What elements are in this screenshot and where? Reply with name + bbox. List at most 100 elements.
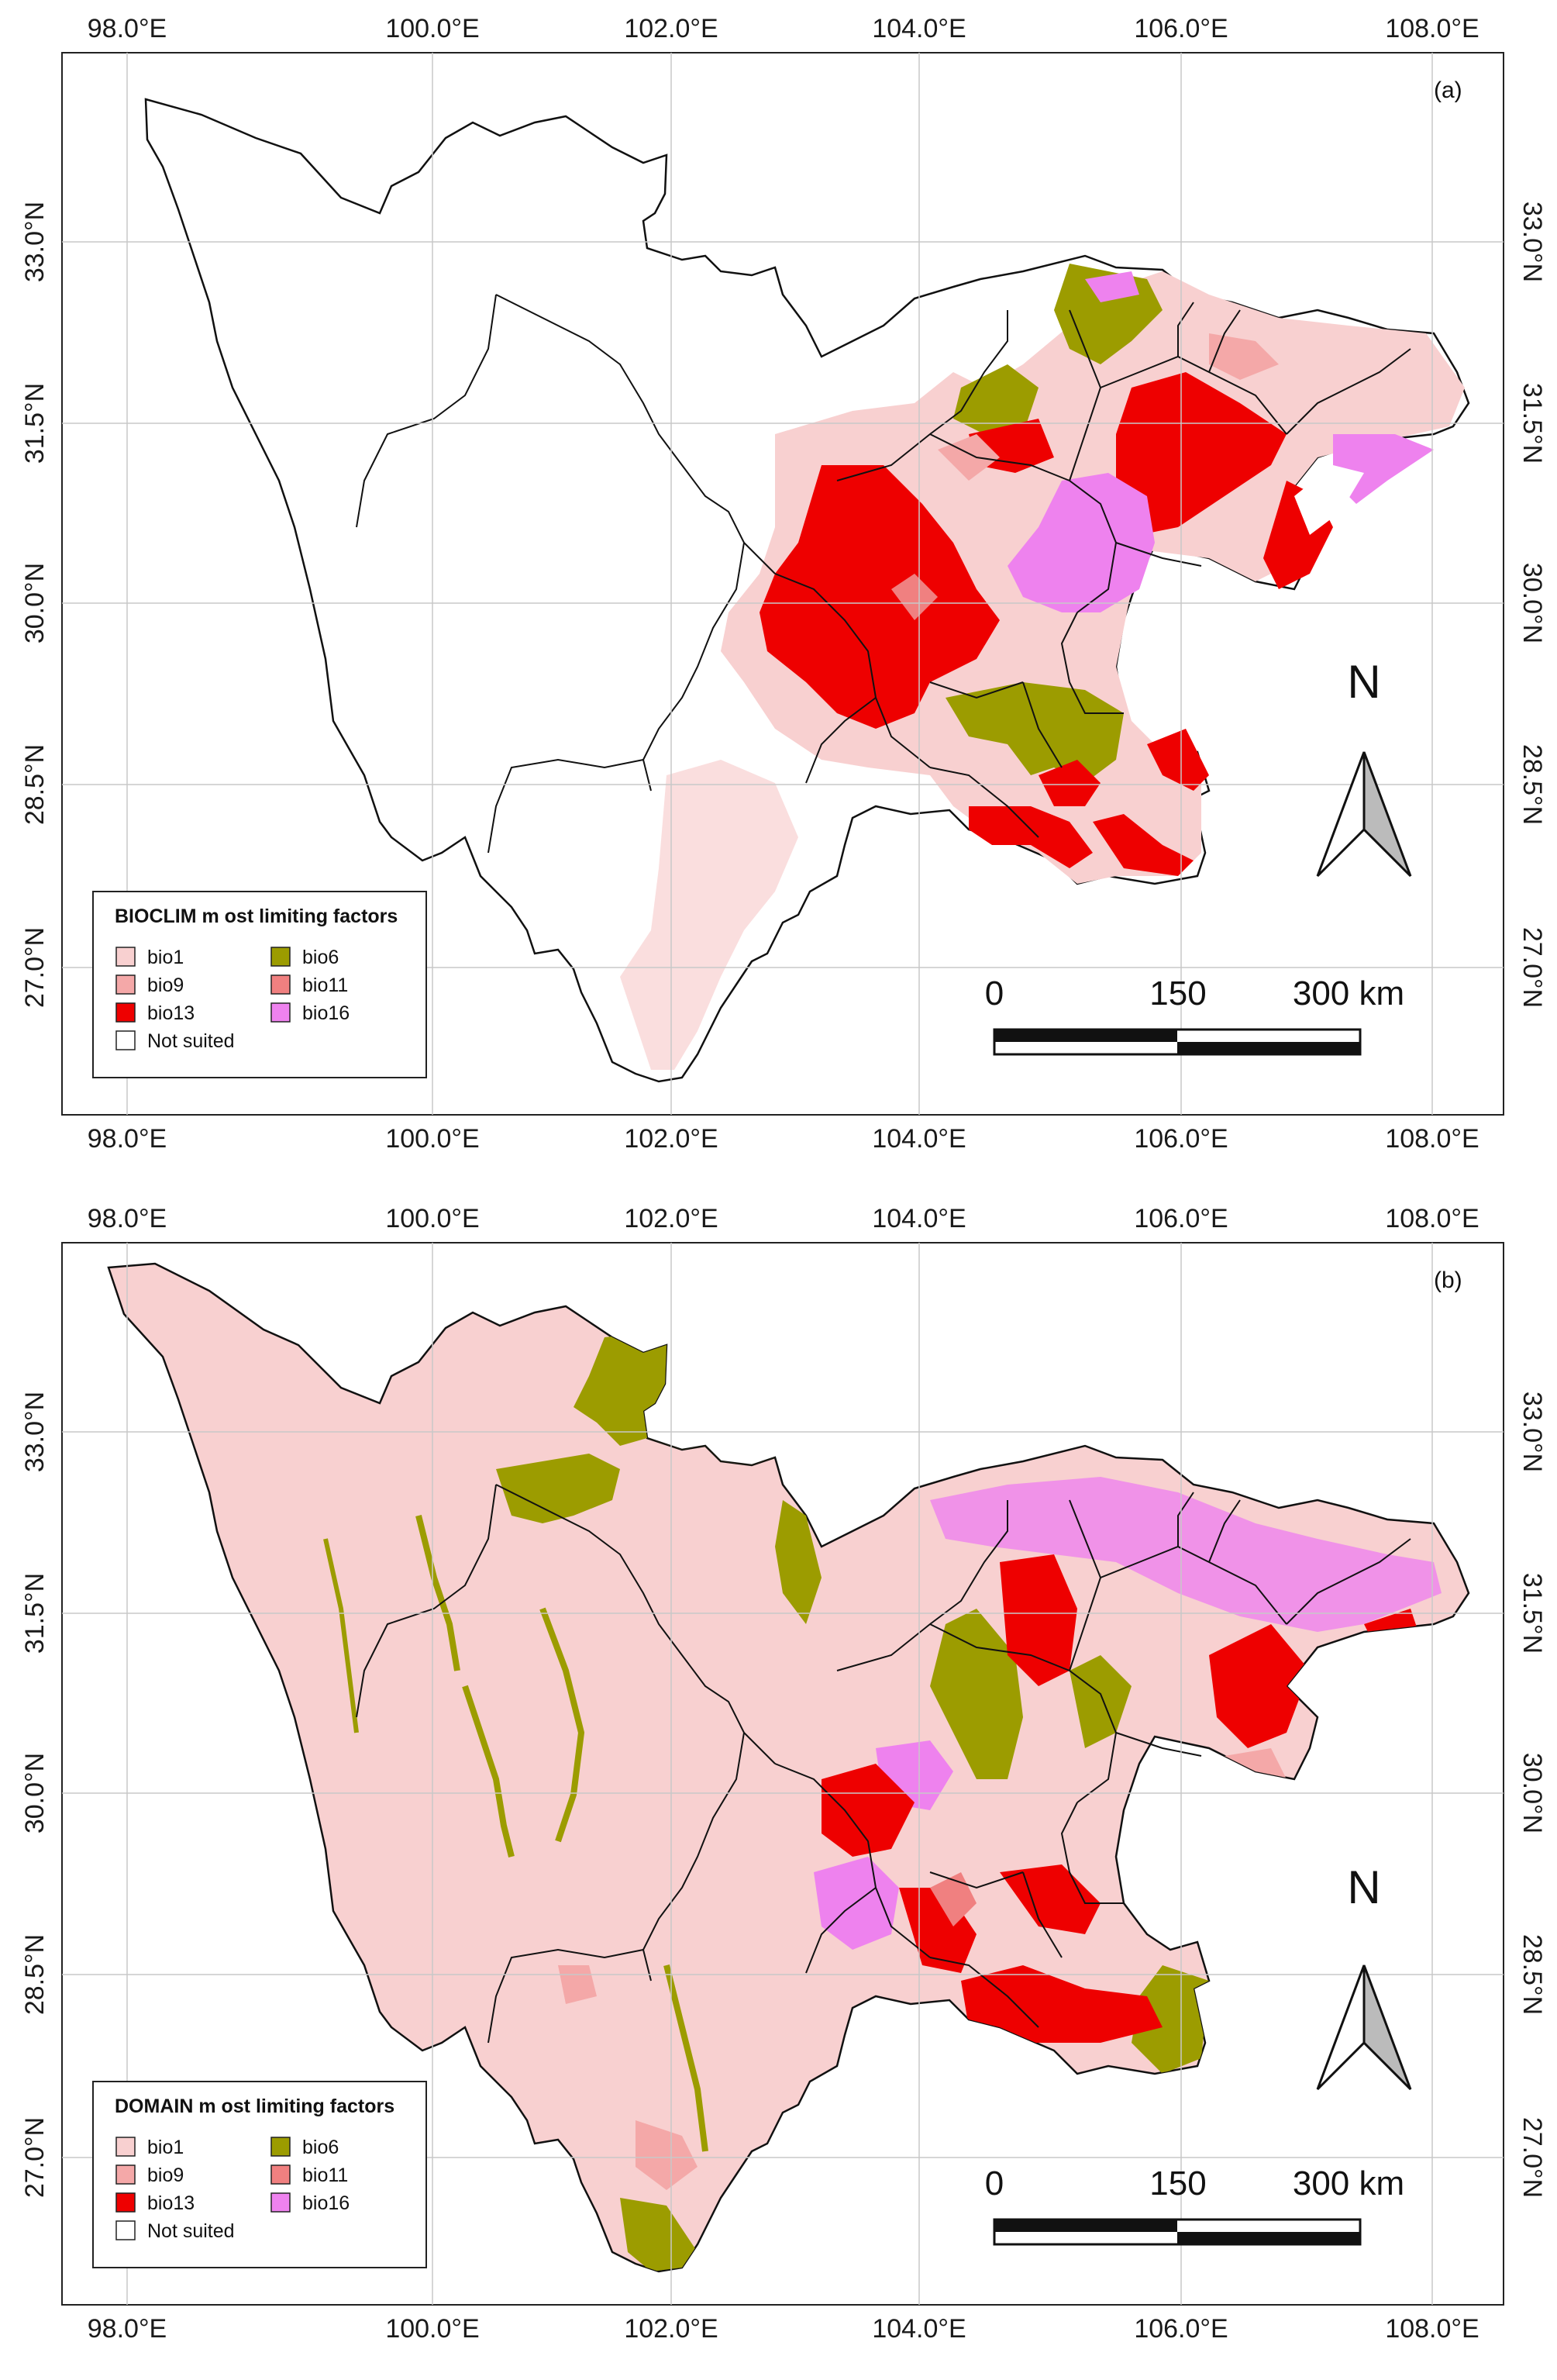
y-tick-label: 28.5°N (1517, 1934, 1547, 2015)
legend-label: Not suited (147, 1030, 235, 1052)
y-tick-labels-right: 33.0°N 31.5°N 30.0°N 28.5°N 27.0°N (1517, 1392, 1547, 2198)
y-tick-label: 31.5°N (20, 383, 50, 464)
north-arrow-icon: N (1316, 656, 1412, 878)
legend-entry-bio1: bio1 (115, 947, 184, 968)
x-tick-label: 102.0°E (624, 1204, 718, 1233)
y-tick-label: 33.0°N (1517, 202, 1547, 282)
map-panel-a: 98.0°E 100.0°E 102.0°E 104.0°E 106.0°E 1… (20, 14, 1547, 1154)
legend-label: bio13 (147, 1002, 195, 1024)
x-tick-label: 108.0°E (1385, 1204, 1479, 1233)
y-tick-label: 30.0°N (1517, 563, 1547, 643)
y-tick-label: 31.5°N (1517, 383, 1547, 464)
y-tick-label: 31.5°N (1517, 1573, 1547, 1654)
map-panel-b: 98.0°E 100.0°E 102.0°E 104.0°E 106.0°E 1… (0, 1190, 1557, 2380)
y-tick-label: 28.5°N (1517, 744, 1547, 825)
x-tick-label: 104.0°E (872, 2314, 966, 2344)
x-tick-labels-bottom: 98.0°E 100.0°E 102.0°E 104.0°E 106.0°E 1… (88, 1124, 1479, 1154)
y-tick-label: 30.0°N (20, 1753, 50, 1833)
scale-label: 0 (985, 2164, 1004, 2202)
y-tick-label: 31.5°N (20, 1573, 50, 1654)
x-tick-label: 98.0°E (88, 1204, 167, 1233)
x-tick-label: 108.0°E (1385, 1124, 1479, 1154)
scale-bar: 0 150 300 km (985, 2164, 1404, 2246)
y-tick-label: 30.0°N (20, 563, 50, 643)
x-tick-label: 106.0°E (1134, 14, 1228, 43)
legend-label: bio6 (302, 947, 339, 968)
legend-entry-bio1: bio1 (115, 2137, 184, 2158)
y-tick-label: 33.0°N (20, 202, 50, 282)
legend-entry-bio13: bio13 (115, 2192, 195, 2214)
x-tick-label: 108.0°E (1385, 2314, 1479, 2344)
x-tick-label: 100.0°E (385, 14, 479, 43)
y-tick-label: 33.0°N (20, 1392, 50, 1472)
north-arrow-icon: N (1316, 1861, 1412, 2091)
panel-label: (b) (1434, 1268, 1462, 1293)
x-tick-label: 104.0°E (872, 14, 966, 43)
x-tick-label: 106.0°E (1134, 1124, 1228, 1154)
x-tick-label: 102.0°E (624, 1124, 718, 1154)
legend-entry-bio9: bio9 (115, 974, 184, 996)
legend-label: bio9 (147, 2164, 184, 2186)
north-label: N (1347, 656, 1380, 708)
legend-entry-not-suited: Not suited (115, 2220, 235, 2242)
x-tick-label: 98.0°E (88, 14, 167, 43)
x-tick-label: 104.0°E (872, 1204, 966, 1233)
y-tick-label: 27.0°N (1517, 927, 1547, 1008)
y-tick-label: 28.5°N (20, 1934, 50, 2015)
legend-label: bio9 (147, 974, 184, 996)
x-tick-label: 102.0°E (624, 14, 718, 43)
scale-label: 0 (985, 974, 1004, 1012)
legend-label: bio1 (147, 2137, 184, 2158)
x-tick-labels-top: 98.0°E 100.0°E 102.0°E 104.0°E 106.0°E 1… (88, 1204, 1479, 1233)
legend-entry-bio11: bio11 (270, 2164, 348, 2186)
internal-boundaries (356, 1484, 1411, 2044)
y-tick-labels-left: 33.0°N 31.5°N 30.0°N 28.5°N 27.0°N (20, 202, 50, 1008)
legend-entry-not-suited: Not suited (115, 1030, 235, 1052)
legend-label: bio16 (302, 1002, 350, 1024)
y-tick-labels-right: 33.0°N 31.5°N 30.0°N 28.5°N 27.0°N (1517, 202, 1547, 1008)
scale-label: 150 (1149, 974, 1206, 1012)
legend-entry-bio6: bio6 (270, 2137, 339, 2158)
legend-entry-bio16: bio16 (270, 2192, 350, 2214)
y-tick-label: 28.5°N (20, 744, 50, 825)
legend-label: bio11 (302, 974, 348, 996)
legend-label: bio13 (147, 2192, 195, 2214)
legend: DOMAIN m ost limiting factors bio1 bio9 … (92, 2081, 427, 2268)
legend-label: bio6 (302, 2137, 339, 2158)
legend-title: BIOCLIM m ost limiting factors (115, 905, 398, 927)
x-tick-labels-bottom: 98.0°E 100.0°E 102.0°E 104.0°E 106.0°E 1… (88, 2314, 1479, 2344)
legend-entry-bio16: bio16 (270, 1002, 350, 1024)
scale-label: 300 km (1293, 2164, 1404, 2202)
y-tick-label: 27.0°N (20, 927, 50, 1008)
scale-bar: 0 150 300 km (985, 974, 1404, 1056)
x-tick-label: 98.0°E (88, 1124, 167, 1154)
y-tick-labels-left: 33.0°N 31.5°N 30.0°N 28.5°N 27.0°N (20, 1392, 50, 2198)
x-tick-label: 106.0°E (1134, 1204, 1228, 1233)
x-tick-label: 106.0°E (1134, 2314, 1228, 2344)
y-tick-label: 27.0°N (20, 2117, 50, 2198)
legend-entry-bio9: bio9 (115, 2164, 184, 2186)
y-tick-label: 30.0°N (1517, 1753, 1547, 1833)
legend-entry-bio11: bio11 (270, 974, 348, 996)
x-tick-label: 100.0°E (385, 1204, 479, 1233)
internal-boundaries (356, 294, 1411, 854)
map-b-svg: 98.0°E 100.0°E 102.0°E 104.0°E 106.0°E 1… (20, 1204, 1547, 2344)
x-tick-label: 100.0°E (385, 1124, 479, 1154)
y-tick-label: 27.0°N (1517, 2117, 1547, 2198)
legend-entry-bio6: bio6 (270, 947, 339, 968)
scale-label: 150 (1149, 2164, 1206, 2202)
x-tick-label: 100.0°E (385, 2314, 479, 2344)
north-label: N (1347, 1861, 1380, 1913)
map-a-svg: 98.0°E 100.0°E 102.0°E 104.0°E 106.0°E 1… (20, 14, 1547, 1154)
y-tick-label: 33.0°N (1517, 1392, 1547, 1472)
x-tick-label: 104.0°E (872, 1124, 966, 1154)
x-tick-labels-top: 98.0°E 100.0°E 102.0°E 104.0°E 106.0°E 1… (88, 14, 1479, 43)
legend-entry-bio13: bio13 (115, 1002, 195, 1024)
legend-label: Not suited (147, 2220, 235, 2242)
x-tick-label: 108.0°E (1385, 14, 1479, 43)
scale-label: 300 km (1293, 974, 1404, 1012)
legend-label: bio16 (302, 2192, 350, 2214)
panel-label: (a) (1434, 78, 1462, 103)
x-tick-label: 98.0°E (88, 2314, 167, 2344)
legend-label: bio11 (302, 2164, 348, 2186)
